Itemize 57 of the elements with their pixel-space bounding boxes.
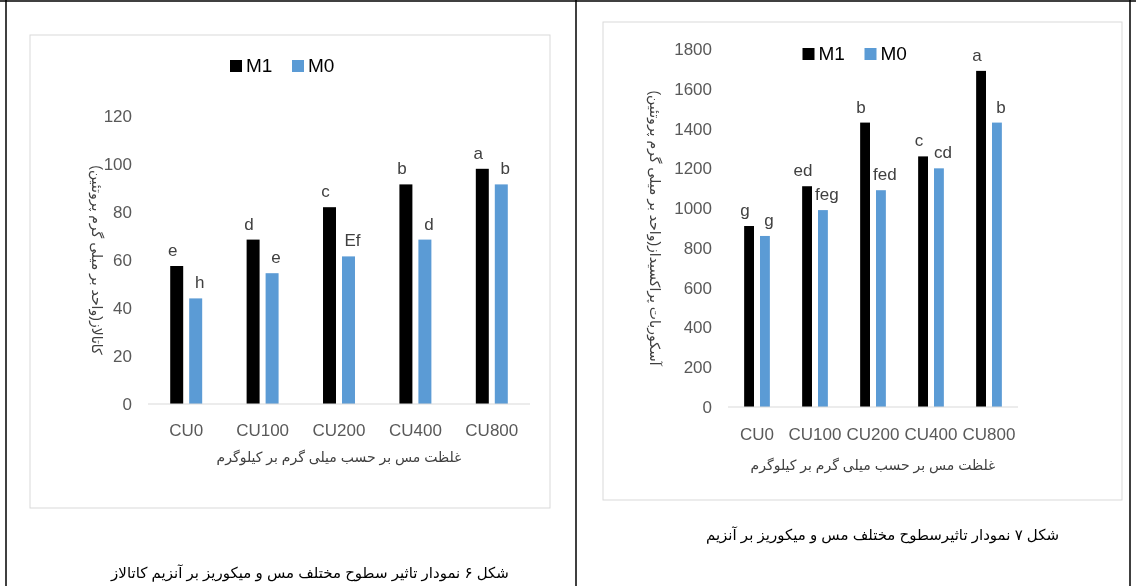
x-tick-label: CU800: [465, 421, 519, 440]
y-axis-title: آسکوربات پراکسیداز(واحد بر میلی گرم پروتئین): [646, 90, 663, 367]
y-axis-title: کاتالاز(واحد بر میلی گرم پروتئین): [88, 165, 105, 356]
data-label: d: [244, 214, 254, 234]
text: شکل ۷ نمودار تاثیرسطوح مختلف مس و میکوریز بر آنزیم: [705, 526, 1060, 544]
y-tick-label: 20: [113, 347, 132, 366]
data-label: a: [473, 143, 484, 163]
x-tick-label: CU200: [846, 425, 900, 444]
x-tick-label: CU400: [904, 425, 958, 444]
data-label: ed: [793, 161, 813, 181]
x-axis-title: غلظت مس بر حسب میلی گرم بر کیلوگرم: [216, 449, 462, 466]
data-label: d: [424, 214, 434, 234]
data-label: b: [996, 97, 1006, 117]
y-tick-label: 600: [683, 278, 712, 298]
legend-label: M1: [818, 43, 845, 64]
x-tick-label: CU200: [312, 421, 366, 440]
y-tick-label: 1600: [674, 79, 712, 99]
legend-label: M0: [880, 43, 907, 64]
data-label: Ef: [344, 231, 361, 251]
data-label: g: [764, 210, 774, 230]
legend-label: M0: [308, 55, 335, 76]
data-label: c: [321, 182, 331, 202]
y-tick-label: 0: [122, 395, 132, 414]
data-label: b: [856, 97, 866, 117]
y-tick-label: 120: [103, 107, 132, 126]
data-label: b: [397, 159, 407, 179]
data-label: e: [167, 241, 178, 260]
y-tick-label: 800: [683, 238, 712, 258]
data-label: c: [914, 131, 924, 151]
data-label: e: [271, 248, 281, 268]
x-tick-label: CU0: [169, 421, 204, 440]
data-label: fed: [873, 165, 897, 185]
x-tick-label: CU100: [236, 421, 290, 440]
x-axis-title: غلظت مس بر حسب میلی گرم بر کیلوگرم: [750, 457, 996, 474]
y-tick-label: 1400: [674, 119, 712, 139]
data-label: feg: [815, 185, 839, 205]
y-tick-label: 1000: [674, 199, 712, 219]
x-tick-label: CU0: [739, 425, 775, 444]
y-tick-label: 0: [702, 398, 712, 417]
y-tick-label: 100: [103, 155, 132, 174]
x-tick-label: CU800: [962, 425, 1016, 444]
data-label: cd: [933, 143, 952, 163]
text: شکل ۶ نمودار تاثیر سطوح مختلف مس و میکوریز بر آنزیم کاتالاز: [110, 564, 509, 582]
x-tick-label: CU100: [788, 425, 842, 444]
y-tick-label: 60: [113, 251, 132, 270]
y-tick-label: 80: [113, 203, 132, 222]
legend-label: M1: [246, 55, 273, 76]
x-tick-label: CU400: [388, 421, 442, 440]
y-tick-label: 200: [683, 358, 712, 378]
data-label: b: [500, 159, 511, 179]
data-label: a: [972, 45, 983, 65]
y-tick-label: 400: [683, 318, 712, 338]
y-tick-label: 1200: [674, 159, 712, 179]
data-label: h: [194, 273, 205, 293]
data-label: g: [740, 201, 750, 221]
y-tick-label: 1800: [674, 40, 712, 59]
y-tick-label: 40: [113, 299, 132, 318]
